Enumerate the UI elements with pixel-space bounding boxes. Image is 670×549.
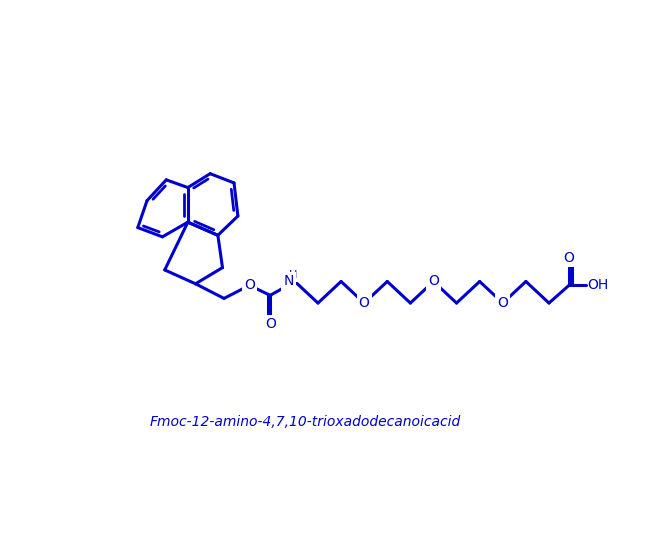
Text: Fmoc-12-amino-4,7,10-trioxadodecanoicacid: Fmoc-12-amino-4,7,10-trioxadodecanoicaci… <box>149 416 460 429</box>
Text: O: O <box>265 317 275 331</box>
Text: O: O <box>497 296 509 310</box>
Text: O: O <box>563 251 574 265</box>
Text: O: O <box>244 278 255 292</box>
Text: H: H <box>289 270 297 281</box>
Text: OH: OH <box>588 278 609 292</box>
Text: O: O <box>428 274 439 288</box>
Text: N: N <box>283 274 294 288</box>
Text: O: O <box>358 296 370 310</box>
